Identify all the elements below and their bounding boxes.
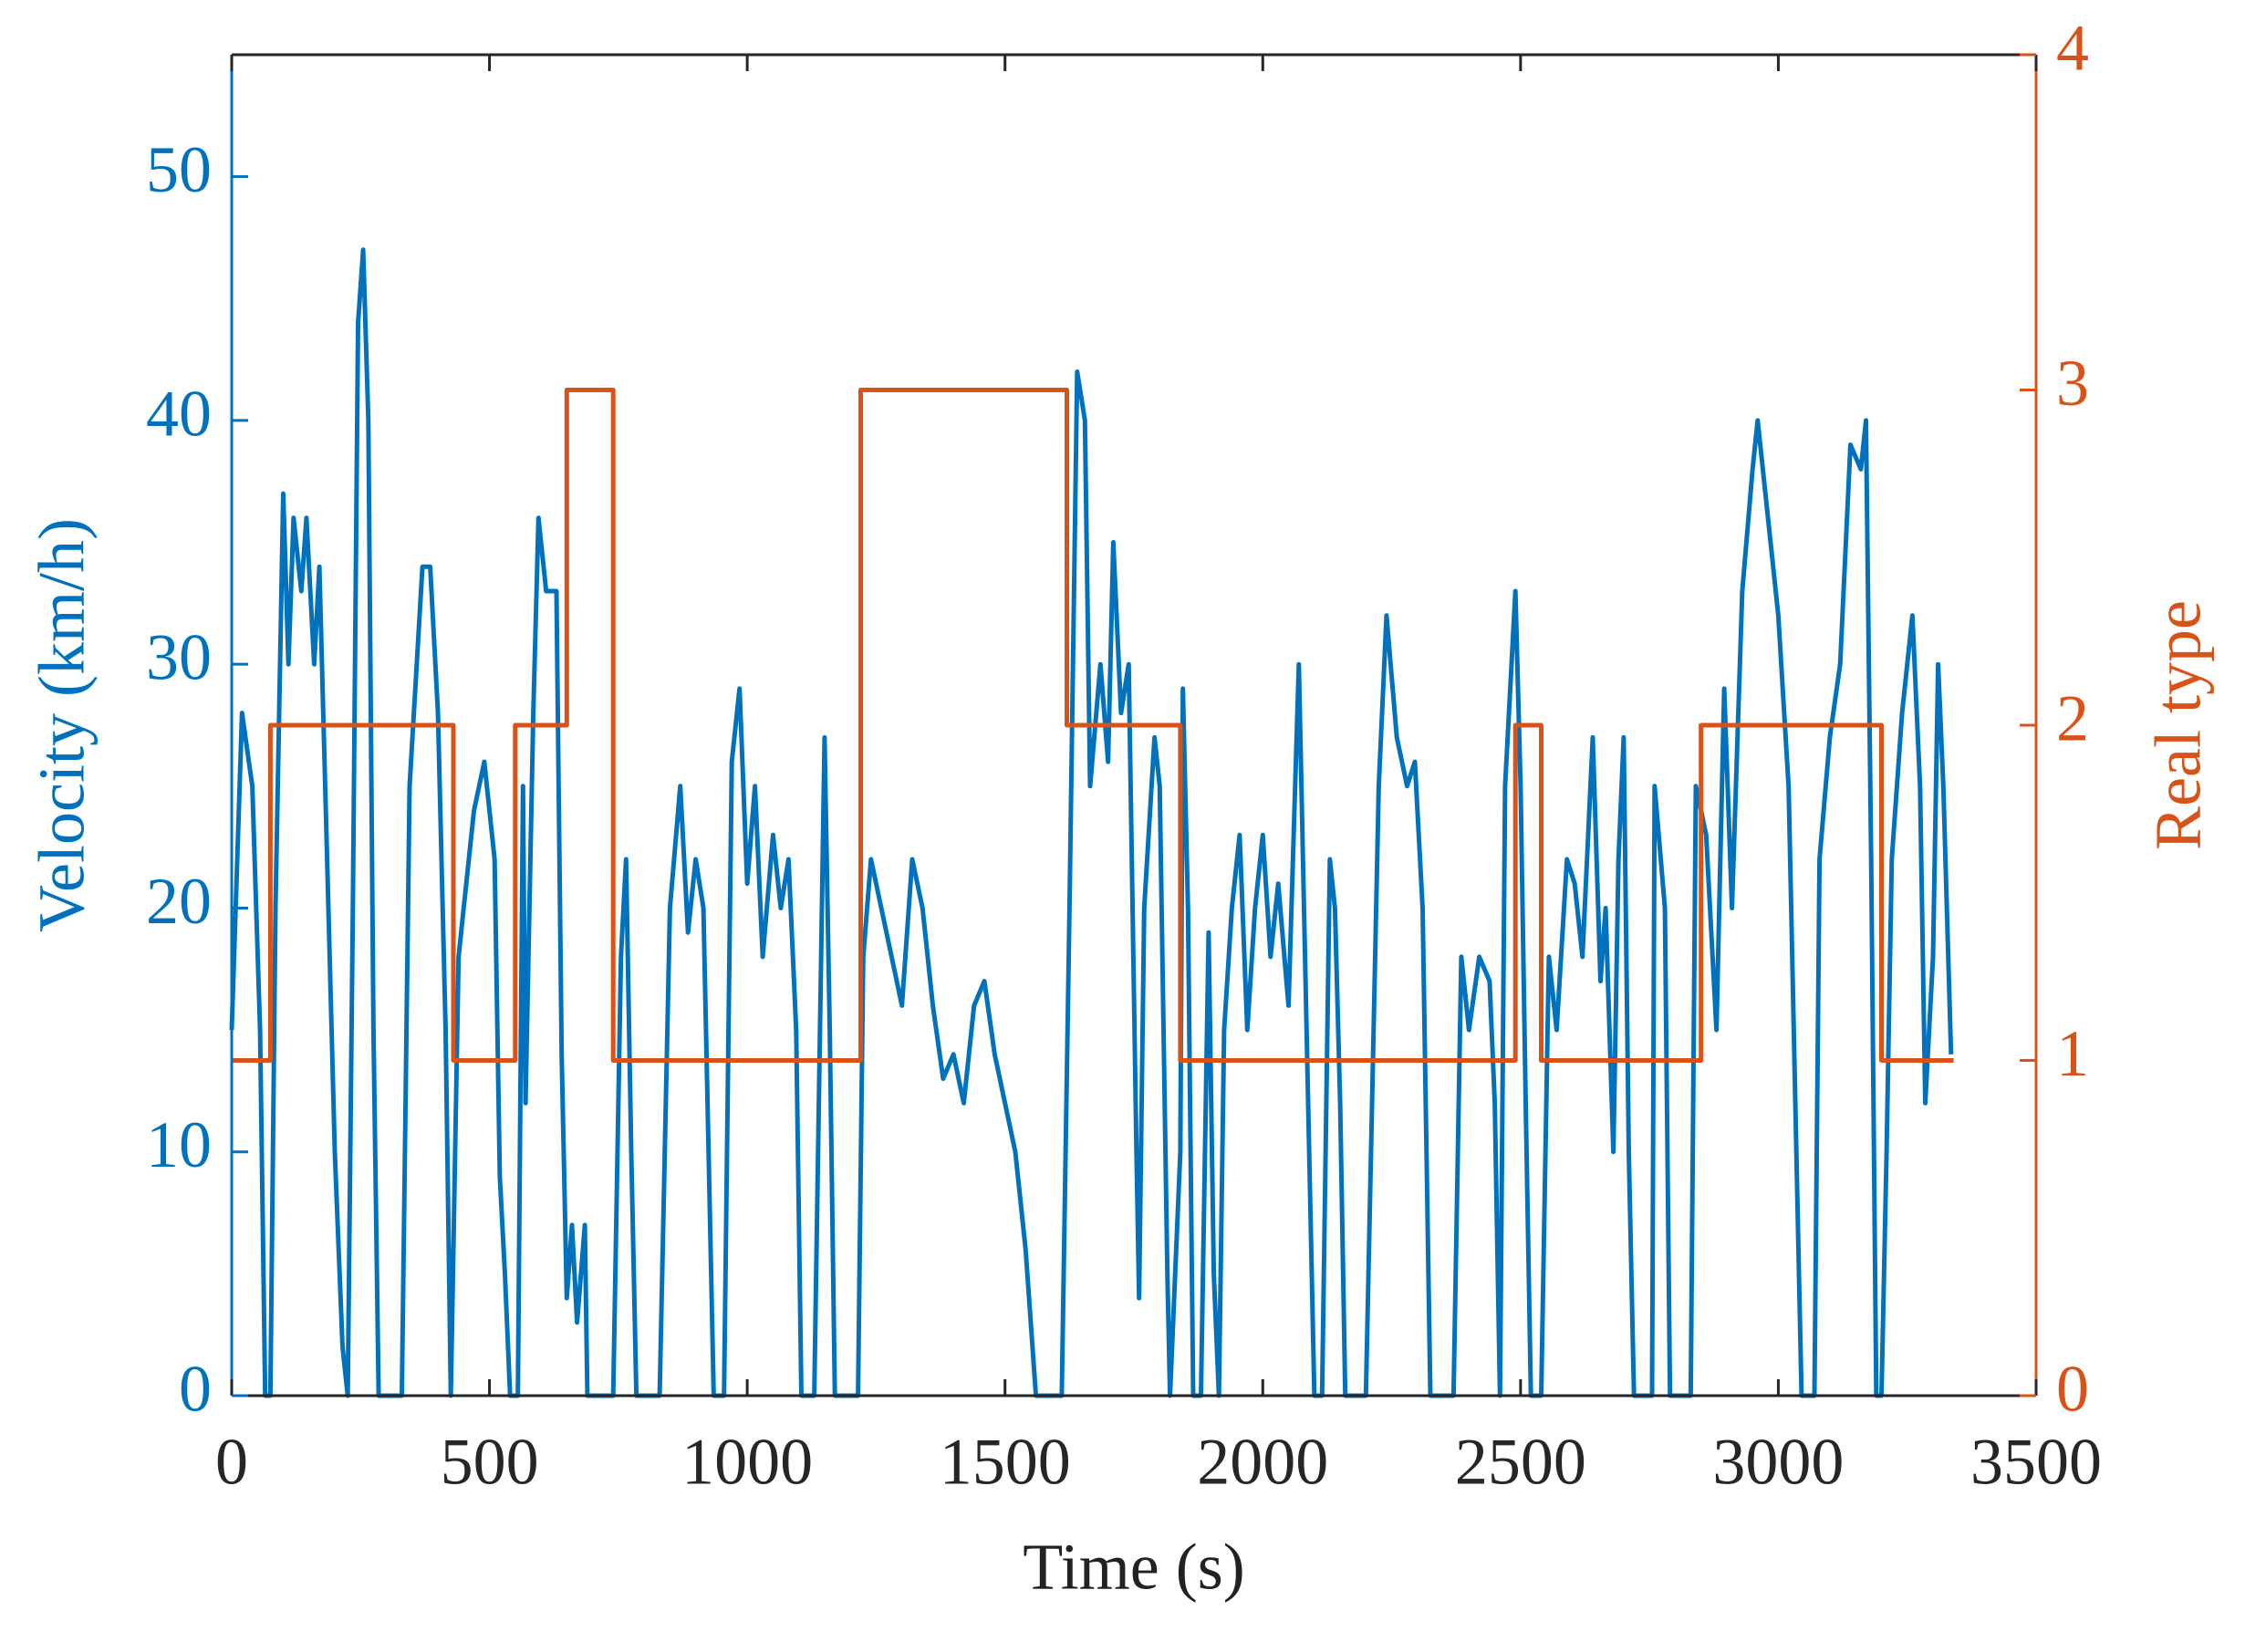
y2-tick-label: 2 (2056, 682, 2089, 755)
y-tick-label: 0 (179, 1353, 212, 1426)
y2-tick-label: 4 (2056, 12, 2089, 85)
y-tick-label: 30 (146, 621, 212, 694)
y2-tick-label: 0 (2056, 1353, 2089, 1426)
x-tick-label: 3000 (1712, 1426, 1844, 1499)
x-tick-label: 0 (215, 1426, 248, 1499)
x-tick-label: 2500 (1455, 1426, 1586, 1499)
y-tick-label: 40 (146, 377, 212, 450)
y-tick-label: 10 (146, 1108, 212, 1181)
y-tick-label: 20 (146, 865, 212, 938)
data-line (232, 388, 1954, 1063)
y2-tick-label: 1 (2056, 1017, 2089, 1090)
x-tick-label: 500 (441, 1426, 539, 1499)
x-tick-label: 3500 (1970, 1426, 2102, 1499)
x-tick-label: 2000 (1197, 1426, 1328, 1499)
y-tick-label: 50 (146, 133, 212, 206)
data-line (229, 247, 1954, 1398)
x-axis-label: Time (s) (1023, 1531, 1244, 1604)
y2-tick-label: 3 (2056, 347, 2089, 420)
y-axis-label: Velocity (km/h) (26, 518, 99, 932)
x-tick-label: 1500 (940, 1426, 1071, 1499)
y2-axis-label: Real type (2142, 600, 2215, 850)
x-tick-label: 1000 (681, 1426, 813, 1499)
